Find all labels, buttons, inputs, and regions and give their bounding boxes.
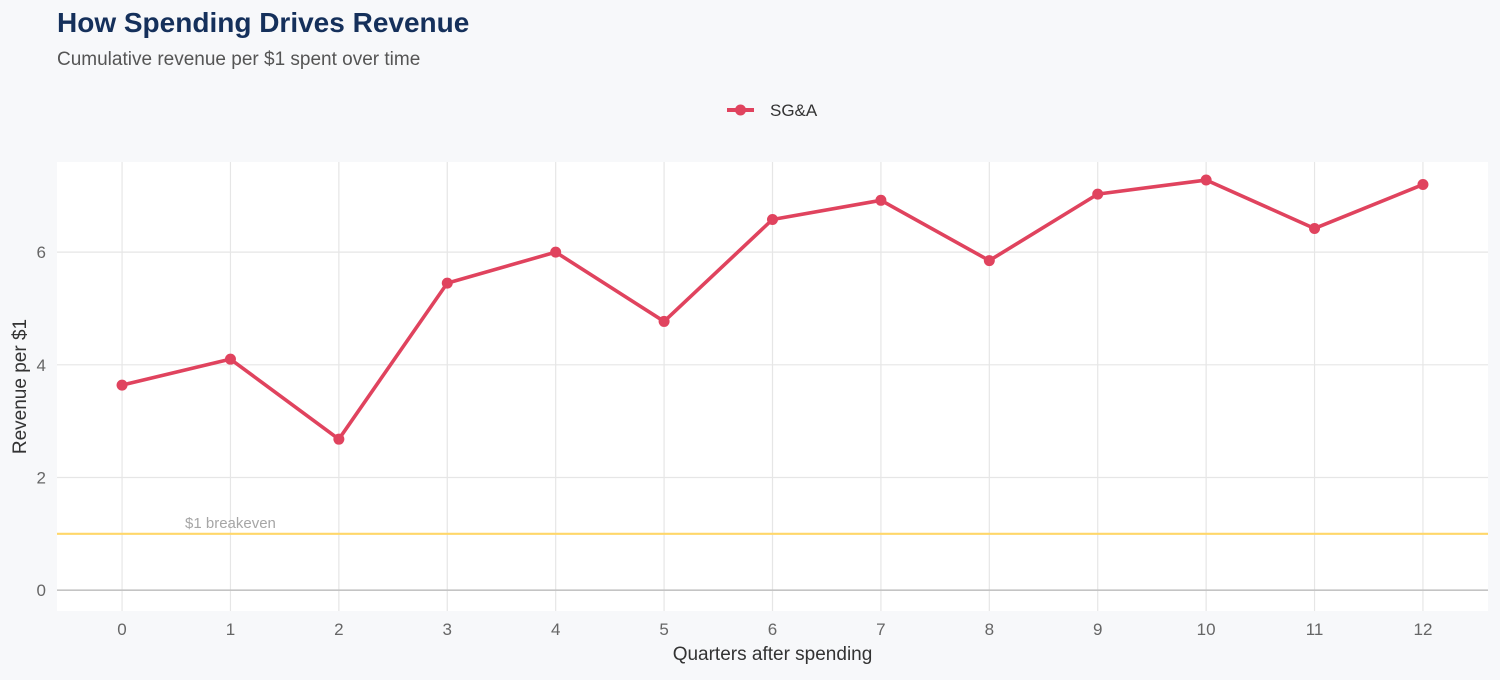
chart-title: How Spending Drives Revenue [57, 7, 469, 38]
y-tick-labels: 0 2 4 6 [37, 243, 46, 600]
x-tick-label: 8 [985, 620, 994, 639]
y-gridlines [57, 251, 1488, 479]
x-tick-label: 9 [1093, 620, 1102, 639]
x-tick-label: 6 [768, 620, 777, 639]
legend-point-marker [735, 104, 746, 116]
x-tick-label: 4 [551, 620, 560, 639]
breakeven-label: $1 breakeven [185, 515, 276, 532]
x-tick-label: 11 [1306, 620, 1324, 639]
data-point [1092, 188, 1104, 200]
data-point [224, 353, 236, 365]
reference-line-group: $1 breakeven [57, 515, 1488, 535]
data-point [1309, 222, 1321, 234]
data-point [1200, 174, 1212, 186]
x-tick-label: 12 [1413, 620, 1432, 639]
data-point [333, 433, 345, 445]
y-axis-title: Revenue per $1 [10, 319, 31, 454]
data-point [116, 379, 128, 391]
legend: SG&A [727, 101, 818, 120]
data-point [875, 194, 887, 206]
y-tick-label: 6 [37, 243, 46, 262]
series-sga [116, 174, 1429, 445]
x-tick-labels: 0 1 2 3 4 5 6 7 8 9 10 11 12 [117, 620, 1432, 639]
data-point [983, 255, 995, 267]
y-tick-label: 4 [37, 356, 46, 375]
y-tick-label: 2 [37, 468, 46, 487]
x-axis-title: Quarters after spending [673, 644, 873, 665]
x-tick-label: 2 [334, 620, 343, 639]
x-tick-label: 1 [226, 620, 235, 639]
data-point [1417, 179, 1429, 191]
data-point [658, 315, 670, 327]
x-tick-label: 3 [443, 620, 452, 639]
x-gridlines [121, 162, 1424, 611]
chart-subtitle: Cumulative revenue per $1 spent over tim… [57, 49, 420, 70]
data-point [441, 277, 453, 289]
x-tick-label: 7 [876, 620, 885, 639]
data-point [550, 246, 562, 258]
x-tick-label: 5 [659, 620, 668, 639]
y-tick-label: 0 [37, 581, 46, 600]
data-point [767, 213, 778, 225]
legend-label: SG&A [770, 101, 818, 120]
x-tick-label: 10 [1197, 620, 1216, 639]
x-tick-label: 0 [117, 620, 126, 639]
